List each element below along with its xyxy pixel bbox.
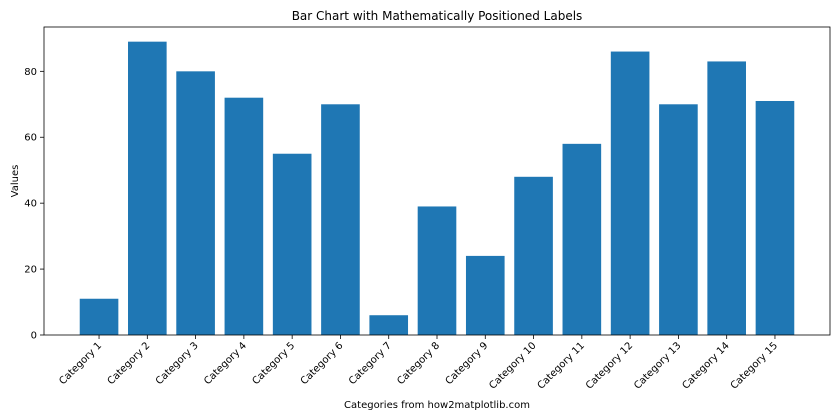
x-tick-label: Category 14: [680, 340, 731, 391]
bar-15: [755, 100, 795, 335]
bar-11: [562, 143, 602, 335]
y-axis-label: Values: [10, 165, 21, 198]
x-tick-label: Category 4: [202, 340, 249, 387]
x-tick-label: Category 7: [347, 340, 394, 387]
bar-2: [128, 41, 167, 336]
bar-9: [465, 255, 505, 335]
x-tick-label: Category 5: [250, 340, 297, 387]
x-tick-label: Category 11: [536, 340, 587, 391]
y-tick-label: 40: [24, 199, 37, 210]
y-tick-label: 80: [24, 67, 37, 78]
bar-13: [659, 104, 698, 335]
bar-6: [321, 104, 360, 335]
y-tick-label: 0: [31, 331, 37, 342]
chart-title: Bar Chart with Mathematically Positioned…: [292, 9, 583, 23]
bar-10: [514, 176, 553, 335]
x-tick-label: Category 13: [632, 340, 683, 391]
bar-12: [610, 51, 650, 335]
x-axis-label: Categories from how2matplotlib.com: [344, 400, 530, 411]
x-tick-label: Category 12: [584, 340, 635, 391]
bar-7: [369, 315, 409, 335]
bar-1: [79, 298, 119, 335]
bar-5: [272, 153, 312, 335]
x-tick-label: Category 9: [444, 340, 491, 387]
bar-14: [707, 61, 746, 335]
x-tick-label: Category 10: [487, 340, 538, 391]
x-tick-label: Category 6: [299, 340, 346, 387]
x-tick-label: Category 1: [57, 340, 104, 387]
y-tick-label: 60: [24, 133, 37, 144]
x-tick-label: Category 2: [106, 340, 153, 387]
y-tick-label: 20: [24, 265, 37, 276]
bar-4: [224, 97, 264, 336]
x-tick-label: Category 3: [154, 340, 201, 387]
x-tick-label: Category 8: [395, 340, 442, 387]
x-tick-label: Category 15: [729, 340, 780, 391]
bar-8: [417, 206, 457, 335]
bar-3: [176, 71, 215, 335]
